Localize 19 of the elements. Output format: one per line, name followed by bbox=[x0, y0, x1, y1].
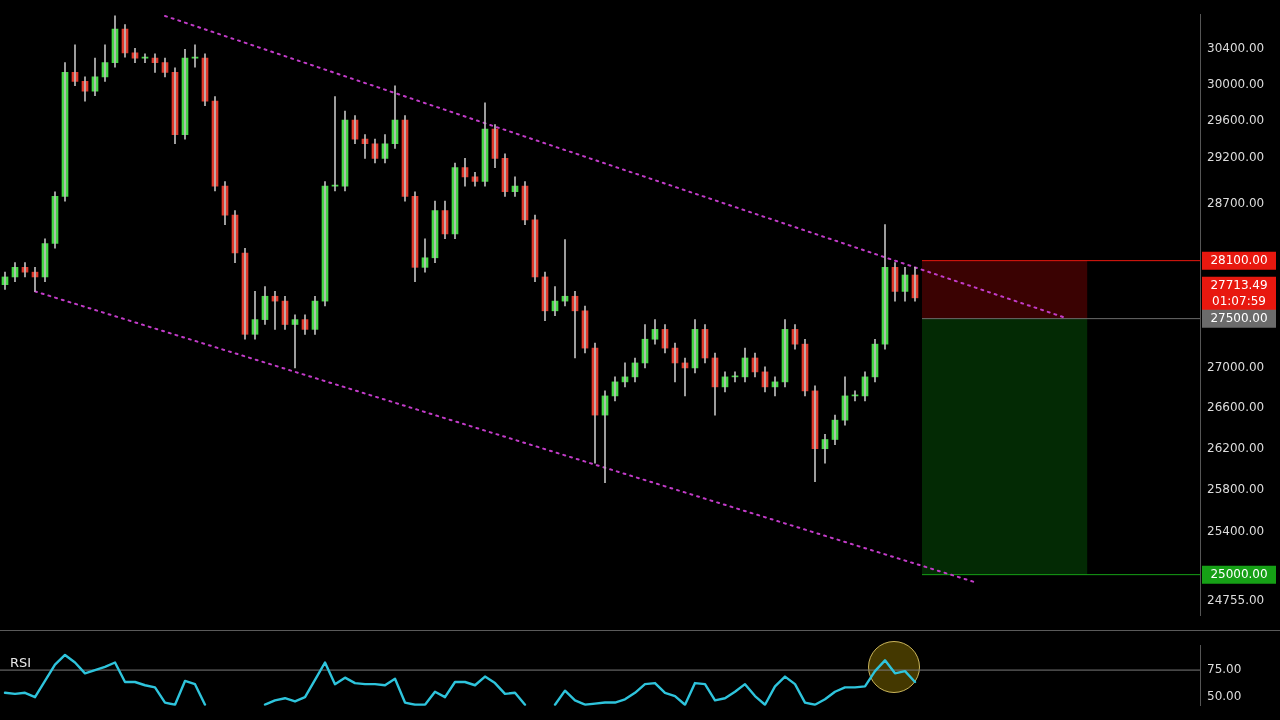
y-tick-label: 30000.00 bbox=[1207, 77, 1265, 92]
y-tick-label: 25800.00 bbox=[1207, 482, 1265, 497]
ref-line-label: 25000.00 bbox=[1210, 566, 1268, 581]
y-tick-label: 30400.00 bbox=[1207, 41, 1265, 56]
y-tick-label: 26200.00 bbox=[1207, 440, 1265, 455]
y-tick-label: 75.00 bbox=[1207, 662, 1242, 677]
text: 01:07:59 bbox=[1212, 293, 1266, 308]
y-tick-label: 24755.00 bbox=[1207, 593, 1265, 608]
ref-line-label: 27500.00 bbox=[1210, 310, 1268, 325]
y-tick-label: 28700.00 bbox=[1207, 196, 1265, 211]
ref-line-label: 28100.00 bbox=[1210, 252, 1268, 267]
text: 27713.49 bbox=[1210, 277, 1268, 292]
y-tick-label: 27000.00 bbox=[1207, 360, 1265, 375]
y-tick-label: 50.00 bbox=[1207, 689, 1242, 704]
text: RSI bbox=[10, 655, 32, 671]
y-tick-label: 26600.00 bbox=[1207, 400, 1265, 415]
y-tick-label: 29600.00 bbox=[1207, 113, 1265, 128]
y-tick-label: 25400.00 bbox=[1207, 524, 1265, 539]
y-tick-label: 29200.00 bbox=[1207, 149, 1265, 164]
